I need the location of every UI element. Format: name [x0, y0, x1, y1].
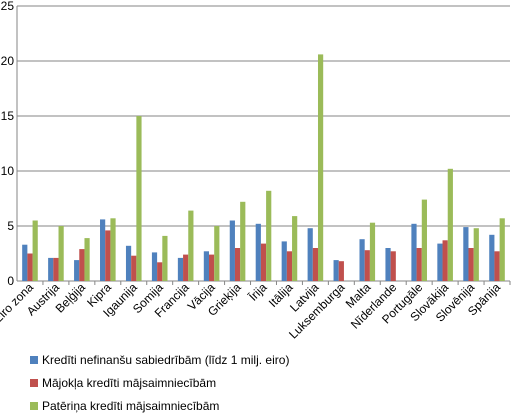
bar-series-3	[369, 222, 376, 281]
bar-series-2	[105, 230, 111, 281]
y-tick-label: 0	[7, 274, 14, 288]
bar-series-2	[312, 248, 318, 281]
legend-swatch-series-2	[30, 378, 38, 387]
bar-series-3	[421, 199, 427, 281]
bar-series-3	[447, 168, 453, 281]
bar-series-2	[286, 251, 293, 281]
bar-series-2	[53, 257, 59, 281]
bar-series-2	[234, 248, 241, 281]
y-tick-label: 25	[1, 0, 15, 13]
bar-series-1	[74, 260, 80, 281]
bar-series-3	[473, 228, 479, 281]
bar-series-1	[359, 239, 365, 281]
bar-series-1	[151, 252, 158, 281]
bar-series-2	[157, 262, 163, 281]
bar-series-2	[390, 251, 396, 281]
bar-series-2	[209, 254, 215, 281]
bar-series-3	[188, 210, 194, 281]
bar-series-2	[364, 250, 370, 281]
y-tick-label: 5	[7, 219, 14, 233]
x-tick-label: Beļģija	[53, 280, 89, 316]
bar-series-2	[338, 261, 344, 281]
legend-label-series-2: Mājokļa kredīti mājsaimniecībām	[42, 375, 217, 390]
bar-series-1	[22, 244, 28, 281]
y-tick-label: 10	[1, 164, 15, 178]
bar-series-2	[131, 255, 137, 281]
bar-series-3	[58, 226, 64, 281]
legend-item-series-3: Patēriņa kredīti mājsaimniecībām	[30, 394, 289, 417]
bar-series-1	[48, 257, 54, 281]
bar-series-1	[463, 227, 469, 281]
bar-series-1	[100, 219, 106, 281]
bar-series-3	[292, 216, 298, 281]
bar-series-2	[494, 251, 500, 281]
bar-series-1	[125, 245, 132, 281]
bar-series-1	[177, 257, 184, 281]
bar-series-3	[136, 116, 142, 281]
bar-series-3	[32, 220, 38, 281]
bar-series-1	[307, 228, 313, 281]
bar-series-1	[333, 260, 339, 281]
bar-series-3	[214, 226, 220, 281]
bar-series-1	[203, 251, 210, 281]
legend-swatch-series-1	[30, 355, 38, 364]
bar-series-3	[317, 54, 324, 282]
bar-series-3	[84, 238, 90, 281]
bar-series-1	[255, 223, 261, 281]
bar-series-2	[416, 248, 422, 281]
legend: Kredīti nefinanšu sabiedrībām (līdz 1 mi…	[30, 348, 289, 417]
bar-series-2	[183, 254, 189, 281]
bar-series-2	[260, 243, 267, 281]
bar-series-2	[442, 240, 448, 281]
bar-series-1	[385, 248, 391, 281]
bar-series-1	[411, 223, 417, 281]
bar-series-2	[468, 248, 474, 281]
bar-series-1	[229, 220, 235, 281]
bar-series-2	[79, 249, 85, 281]
legend-item-series-1: Kredīti nefinanšu sabiedrībām (līdz 1 mi…	[30, 348, 289, 371]
bar-series-1	[281, 241, 287, 281]
legend-label-series-1: Kredīti nefinanšu sabiedrībām (līdz 1 mi…	[42, 352, 290, 367]
bar-series-3	[162, 235, 168, 281]
bar-series-3	[240, 201, 246, 281]
legend-swatch-series-3	[30, 401, 38, 410]
bar-series-3	[266, 190, 272, 281]
bar-series-2	[27, 253, 33, 281]
bar-series-1	[489, 234, 495, 281]
y-tick-label: 15	[1, 109, 15, 123]
bar-series-1	[437, 243, 443, 281]
legend-label-series-3: Patēriņa kredīti mājsaimniecībām	[42, 398, 220, 413]
y-tick-label: 20	[1, 54, 15, 68]
bar-series-3	[499, 218, 505, 281]
legend-item-series-2: Mājokļa kredīti mājsaimniecībām	[30, 371, 289, 394]
bar-series-3	[110, 218, 116, 281]
